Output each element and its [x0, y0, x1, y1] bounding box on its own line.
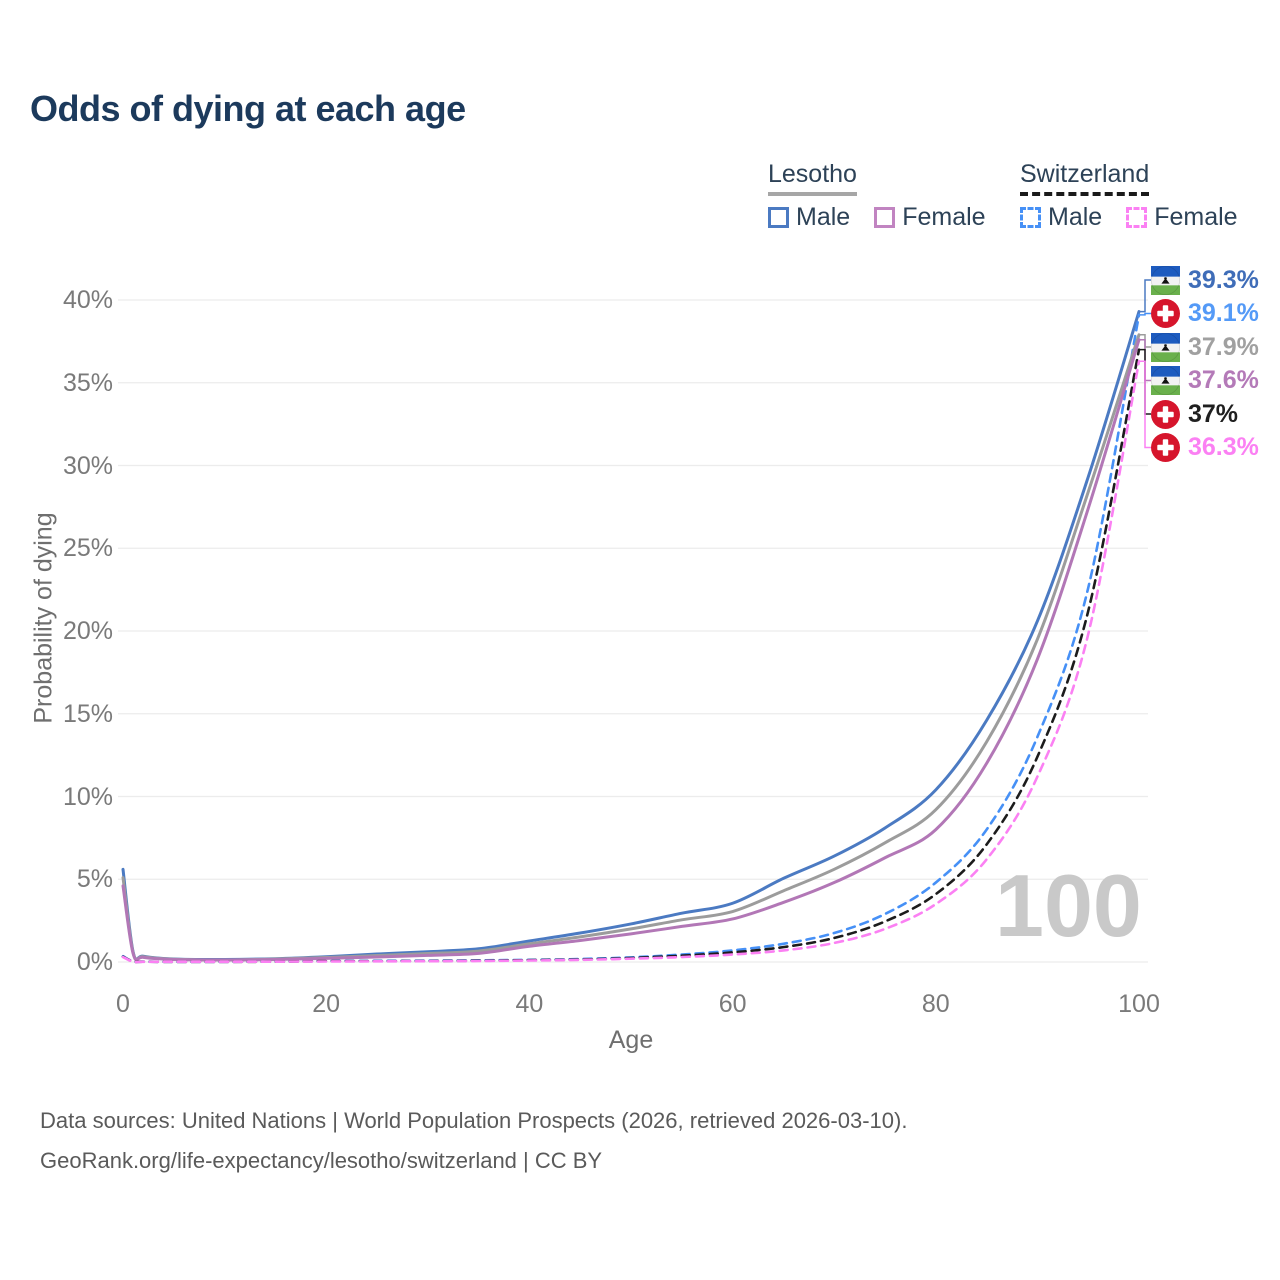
y-tick-label: 35%: [62, 368, 113, 397]
series-line-lesotho-female[interactable]: [121, 338, 1141, 962]
end-label-lesotho-total: 37.9%: [1151, 332, 1259, 362]
legend-group-lesotho[interactable]: Lesotho: [768, 160, 857, 196]
end-label-value: 37.9%: [1188, 332, 1259, 361]
y-tick-label: 15%: [62, 699, 113, 728]
legend-item-lesotho-male[interactable]: Male: [768, 203, 850, 232]
legend-item-switzerland-female[interactable]: Female: [1126, 203, 1238, 232]
end-label-lesotho-female: 37.6%: [1151, 366, 1259, 396]
lesotho-female-swatch-icon: [874, 207, 896, 228]
x-tick-label: 40: [515, 990, 544, 1018]
legend-label: Female: [902, 203, 986, 231]
y-tick-label: 40%: [62, 286, 113, 314]
series-line-switzerland-male[interactable]: [121, 313, 1141, 964]
y-tick-label: 0%: [76, 948, 113, 976]
legend-items-lesotho: Male Female: [768, 203, 986, 232]
switzerland-female-swatch-icon: [1126, 207, 1148, 228]
y-tick-label: 30%: [62, 451, 113, 480]
x-tick-label: 0: [116, 990, 130, 1018]
end-label-value: 39.1%: [1188, 299, 1259, 327]
end-label-value: 37.6%: [1188, 366, 1259, 394]
switzerland-flag-icon: [1151, 399, 1180, 429]
lesotho-male-swatch-icon: [768, 207, 789, 228]
x-tick-label: 60: [718, 990, 747, 1018]
x-tick-label: 20: [312, 990, 341, 1018]
end-label-switzerland-male: 39.1%: [1151, 299, 1259, 329]
page-title: Odds of dying at each age: [30, 88, 466, 129]
legend-label: Male: [796, 203, 851, 231]
y-tick-label: 10%: [62, 782, 113, 811]
end-label-leader: [1139, 312, 1151, 316]
series-line-lesotho-total[interactable]: [121, 333, 1141, 962]
chart-watermark: 100: [995, 856, 1142, 955]
switzerland-flag-icon: [1151, 299, 1180, 328]
end-label-value: 37%: [1188, 399, 1239, 428]
end-label-value: 36.3%: [1188, 433, 1259, 461]
x-tick-label: 100: [1118, 990, 1160, 1018]
end-label-switzerland-total: 37%: [1151, 399, 1238, 429]
legend-items-switzerland: Male Female: [1020, 203, 1238, 232]
x-tick-label: 80: [921, 990, 950, 1018]
legend-item-lesotho-female[interactable]: Female: [874, 203, 986, 232]
series-line-switzerland-total[interactable]: [121, 348, 1141, 964]
legend-group-switzerland[interactable]: Switzerland: [1020, 160, 1150, 196]
end-label-value: 39.3%: [1188, 265, 1259, 294]
y-tick-label: 25%: [62, 534, 113, 563]
lesotho-flag-icon: [1151, 265, 1180, 295]
y-tick-label: 5%: [76, 865, 113, 894]
footer-attribution-link: GeoRank.org/life-expectancy/lesotho/swit…: [40, 1148, 603, 1173]
end-label-switzerland-female: 36.3%: [1151, 433, 1259, 463]
end-label-leader: [1139, 279, 1151, 313]
legend-label: Female: [1154, 203, 1238, 231]
lesotho-flag-icon: [1151, 332, 1180, 362]
end-label-leader: [1139, 360, 1151, 449]
series-line-lesotho-male[interactable]: [121, 310, 1141, 962]
x-axis-title: Age: [608, 1026, 654, 1054]
switzerland-flag-icon: [1151, 433, 1180, 462]
lesotho-flag-icon: [1151, 366, 1180, 395]
series-line-switzerland-female[interactable]: [121, 359, 1141, 964]
switzerland-male-swatch-icon: [1020, 207, 1041, 228]
legend-item-switzerland-male[interactable]: Male: [1020, 203, 1102, 232]
legend-label: Male: [1048, 203, 1103, 231]
y-tick-label: 20%: [62, 617, 113, 645]
footer-data-sources: Data sources: United Nations | World Pop…: [40, 1108, 908, 1133]
end-label-lesotho-male: 39.3%: [1151, 265, 1259, 295]
